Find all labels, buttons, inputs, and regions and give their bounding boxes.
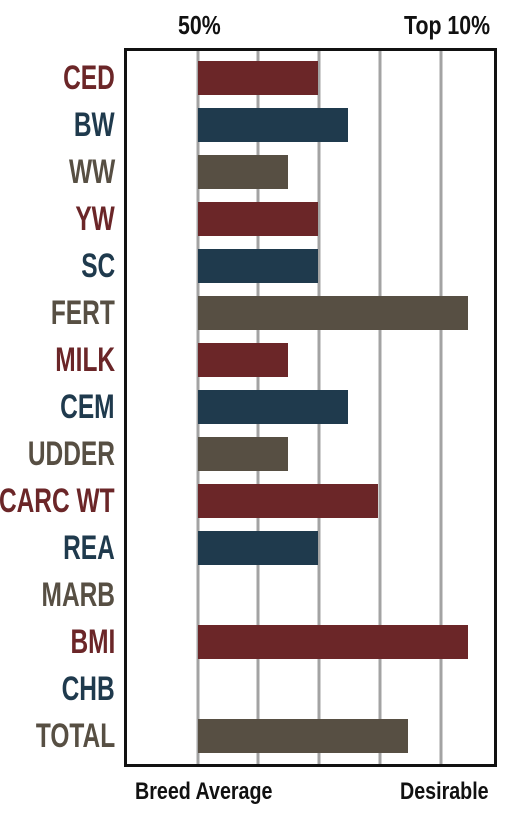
- trait-label-carc-wt: CARC WT: [0, 482, 115, 520]
- bar-fert: [198, 296, 468, 330]
- footer-left-label: Breed Average: [135, 778, 273, 805]
- header-left-label: 50%: [178, 10, 221, 40]
- trait-label-total: TOTAL: [35, 717, 115, 755]
- trait-label-marb: MARB: [41, 576, 115, 614]
- header-right-label: Top 10%: [404, 10, 491, 40]
- trait-label-chb: CHB: [61, 670, 115, 708]
- bar-rea: [198, 531, 318, 565]
- trait-label-yw: YW: [75, 200, 115, 238]
- footer-right-label: Desirable: [400, 778, 489, 805]
- trait-label-cem: CEM: [60, 388, 115, 426]
- bar-cem: [198, 390, 348, 424]
- bar-ww: [198, 155, 288, 189]
- bar-yw: [198, 202, 318, 236]
- bar-udder: [198, 437, 288, 471]
- trait-label-milk: MILK: [55, 341, 115, 379]
- trait-label-udder: UDDER: [27, 435, 115, 473]
- bar-total: [198, 719, 408, 753]
- trait-label-sc: SC: [80, 247, 115, 285]
- trait-label-ww: WW: [68, 153, 115, 191]
- chart-plot-area: [124, 48, 497, 767]
- trait-label-fert: FERT: [51, 294, 115, 332]
- trait-label-rea: REA: [63, 529, 115, 567]
- trait-label-ced: CED: [63, 59, 115, 97]
- bar-sc: [198, 249, 318, 283]
- trait-label-bmi: BMI: [70, 623, 115, 661]
- bar-bmi: [198, 625, 468, 659]
- bar-milk: [198, 343, 288, 377]
- trait-label-bw: BW: [74, 106, 115, 144]
- bar-carc-wt: [198, 484, 378, 518]
- bar-ced: [198, 61, 318, 95]
- bar-chart: [196, 51, 468, 764]
- bar-bw: [198, 108, 348, 142]
